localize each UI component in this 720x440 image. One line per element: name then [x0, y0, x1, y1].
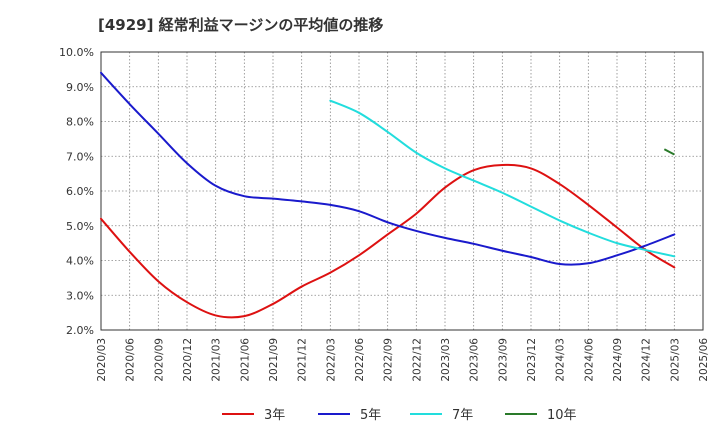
y-tick-label: 4.0% — [66, 255, 94, 268]
plot-area: 2.0% 3.0% 4.0% 5.0% 6.0% 7.0% 8.0% 9.0% 10.0% 202… — [59, 46, 710, 382]
chart-title: [4929] 経常利益マージンの平均値の推移 — [98, 16, 384, 34]
x-tick-label: 2021/12 — [297, 338, 309, 382]
y-tick-label: 5.0% — [66, 220, 94, 233]
series-line-7年 — [329, 99, 676, 258]
x-tick-label: 2023/12 — [526, 338, 538, 382]
legend-label: 7年 — [452, 408, 473, 423]
x-tick-label: 2024/09 — [612, 338, 624, 382]
legend: 3年 5年 7年 10年 — [222, 408, 577, 423]
y-tick-label: 10.0% — [59, 46, 94, 59]
x-tick-label: 2022/06 — [354, 338, 366, 382]
x-tick-label: 2021/03 — [211, 338, 223, 382]
x-tick-label: 2023/03 — [440, 338, 452, 382]
x-tick-label: 2020/12 — [182, 338, 194, 382]
x-tick-label: 2024/06 — [583, 338, 595, 382]
y-tick-label: 9.0% — [66, 81, 94, 94]
x-tick-label: 2020/06 — [125, 338, 137, 382]
x-tick-label: 2025/03 — [669, 338, 681, 382]
x-tick-label: 2021/09 — [268, 338, 280, 382]
y-tick-label: 3.0% — [66, 289, 94, 302]
x-tick-label: 2020/03 — [96, 338, 108, 382]
x-tick-label: 2020/09 — [153, 338, 165, 382]
x-tick-label: 2022/03 — [325, 338, 337, 382]
x-tick-label: 2023/06 — [469, 338, 481, 382]
legend-label: 3年 — [264, 408, 285, 423]
legend-label: 5年 — [360, 408, 381, 423]
y-tick-label: 2.0% — [66, 324, 94, 337]
series-line-3年 — [100, 163, 676, 319]
x-tick-label: 2022/12 — [411, 338, 423, 382]
x-tick-label: 2023/09 — [497, 338, 509, 382]
x-tick-label: 2024/03 — [555, 338, 567, 382]
x-tick-label: 2021/06 — [239, 338, 251, 382]
legend-label: 10年 — [547, 408, 577, 423]
x-tick-label: 2025/06 — [698, 338, 710, 382]
series-line-5年 — [100, 71, 676, 266]
y-tick-label: 7.0% — [66, 150, 94, 163]
x-tick-label: 2022/09 — [383, 338, 395, 382]
y-tick-label: 8.0% — [66, 116, 94, 129]
x-tick-label: 2024/12 — [641, 338, 653, 382]
y-tick-label: 6.0% — [66, 185, 94, 198]
series-line-10年 — [663, 148, 675, 156]
plot-frame — [100, 51, 704, 331]
